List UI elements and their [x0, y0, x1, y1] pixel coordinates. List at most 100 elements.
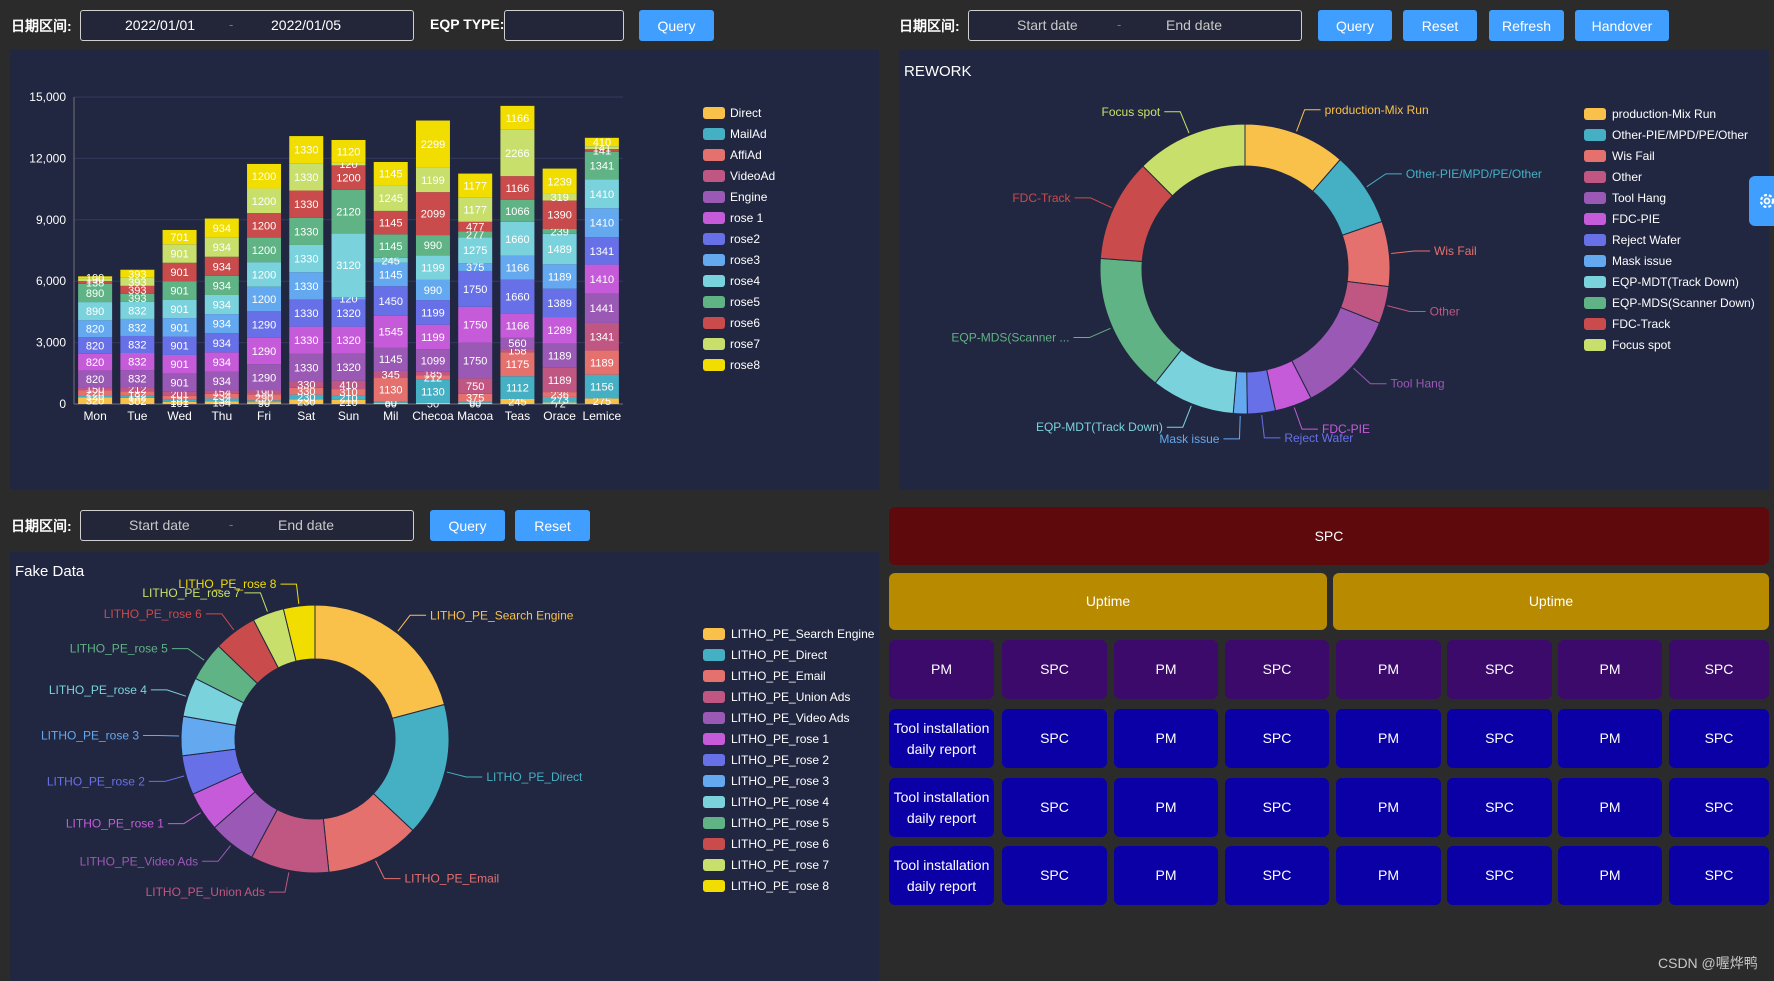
label-line — [1074, 197, 1112, 208]
pm-tile[interactable]: PM — [1114, 640, 1218, 699]
date-range-label-fake: 日期区间: — [11, 518, 72, 534]
legend-label: LITHO_PE_rose 8 — [731, 879, 829, 893]
spc-tile[interactable]: SPC — [1225, 709, 1329, 768]
spc-tile[interactable]: SPC — [1669, 709, 1769, 768]
bar-segment — [542, 343, 577, 368]
pm-tile[interactable]: PM — [1114, 709, 1218, 768]
spc-tile[interactable]: SPC — [1002, 709, 1107, 768]
tool-installation-report-tile[interactable]: Tool installation daily report — [889, 778, 994, 837]
data-label: 1389 — [547, 298, 571, 310]
pm-tile[interactable]: PM — [1558, 778, 1662, 837]
end-date-placeholder[interactable]: End date — [1166, 17, 1223, 33]
bar-segment — [542, 367, 577, 393]
bar-segment — [500, 199, 535, 222]
bar-segment — [78, 370, 113, 388]
spc-tile[interactable]: SPC — [1447, 640, 1552, 699]
handover-button[interactable]: Handover — [1575, 10, 1669, 41]
bar-segment — [162, 401, 197, 404]
data-label: 901 — [170, 249, 188, 261]
spc-tile[interactable]: SPC — [1669, 778, 1769, 837]
date-range-picker-rework[interactable]: Start date - End date — [968, 10, 1302, 41]
data-label: 1166 — [506, 113, 530, 125]
pm-tile[interactable]: PM — [1114, 778, 1218, 837]
pm-tile[interactable]: PM — [1558, 846, 1662, 905]
spc-tile[interactable]: SPC — [1225, 778, 1329, 837]
bar-segment — [542, 264, 577, 289]
end-date-placeholder[interactable]: End date — [278, 517, 335, 533]
spc-tile[interactable]: SPC — [1002, 778, 1107, 837]
data-label: 934 — [213, 223, 231, 235]
data-label: 1066 — [505, 206, 529, 218]
label-line — [1366, 173, 1402, 188]
spc-tile[interactable]: SPC — [1447, 846, 1552, 905]
settings-tab[interactable] — [1749, 176, 1774, 226]
data-label: 1177 — [463, 181, 487, 193]
spc-tile[interactable]: SPC — [1225, 846, 1329, 905]
data-label: 1200 — [252, 269, 276, 281]
pm-tile[interactable]: PM — [1336, 778, 1441, 837]
query-button[interactable]: Query — [639, 10, 714, 41]
bar-segment — [120, 352, 155, 371]
reset-button-fake[interactable]: Reset — [515, 510, 590, 541]
bar-segment — [247, 237, 282, 263]
bar-segment — [542, 392, 577, 397]
bar-segment — [120, 285, 155, 294]
spc-tile[interactable]: SPC — [1002, 846, 1107, 905]
legend-label: rose5 — [730, 295, 760, 309]
pm-tile[interactable]: PM — [1336, 640, 1441, 699]
spc-banner-tile[interactable]: SPC — [889, 507, 1769, 565]
x-tick-label: Lemice — [583, 409, 622, 423]
start-date-placeholder[interactable]: Start date — [129, 517, 190, 533]
eqp-type-input[interactable] — [504, 10, 624, 41]
date-range-picker[interactable]: 2022/01/01 - 2022/01/05 — [80, 10, 414, 41]
data-label: 1341 — [590, 332, 614, 344]
spc-tile[interactable]: SPC — [1447, 778, 1552, 837]
bar-segment — [289, 272, 324, 300]
pm-tile[interactable]: PM — [1558, 709, 1662, 768]
y-tick-label: 3,000 — [36, 336, 66, 350]
label-line — [1223, 415, 1241, 440]
spc-tile[interactable]: SPC — [1669, 846, 1769, 905]
pm-tile[interactable]: PM — [1336, 709, 1441, 768]
data-label: 934 — [213, 357, 231, 369]
bar-segment — [331, 165, 366, 190]
uptime-tile[interactable]: Uptime — [1333, 573, 1769, 630]
bar-segment — [458, 402, 493, 404]
tool-installation-report-tile[interactable]: Tool installation daily report — [889, 846, 994, 905]
data-label: 1489 — [547, 244, 571, 256]
uptime-tile[interactable]: Uptime — [889, 573, 1327, 630]
pm-tile[interactable]: PM — [1114, 846, 1218, 905]
y-tick-label: 0 — [59, 397, 66, 411]
refresh-button[interactable]: Refresh — [1489, 10, 1564, 41]
legend-swatch — [1584, 234, 1606, 246]
reset-button-rework[interactable]: Reset — [1403, 10, 1477, 41]
tool-installation-report-tile[interactable]: Tool installation daily report — [889, 709, 994, 768]
pm-tile[interactable]: PM — [889, 640, 994, 699]
data-label: 393 — [128, 293, 146, 305]
start-date-value[interactable]: 2022/01/01 — [125, 17, 196, 33]
spc-tile[interactable]: SPC — [1669, 640, 1769, 699]
spc-tile[interactable]: SPC — [1447, 709, 1552, 768]
end-date-value[interactable]: 2022/01/05 — [271, 17, 342, 33]
date-range-picker-fake[interactable]: Start date - End date — [80, 510, 414, 541]
spc-tile[interactable]: SPC — [1002, 640, 1107, 699]
fake-data-panel: Fake Data LITHO_PE_Search Engine LITHO_PE… — [10, 552, 879, 981]
data-label: 1290 — [252, 319, 276, 331]
data-label: 901 — [170, 267, 188, 279]
legend-label: FDC-PIE — [1612, 212, 1660, 226]
data-label: 212 — [424, 373, 442, 385]
fake-data-title: Fake Data — [15, 563, 85, 580]
slice-label: LITHO_PE_Video Ads — [80, 854, 199, 868]
data-label: 2299 — [421, 139, 445, 151]
query-button-rework[interactable]: Query — [1318, 10, 1392, 41]
start-date-placeholder[interactable]: Start date — [1017, 17, 1078, 33]
bar-segment — [331, 353, 366, 381]
bar-segment — [162, 229, 197, 245]
legend-label: AffiAd — [730, 148, 762, 162]
bar-segment — [120, 318, 155, 336]
pm-tile[interactable]: PM — [1558, 640, 1662, 699]
query-button-fake[interactable]: Query — [430, 510, 505, 541]
spc-tile[interactable]: SPC — [1225, 640, 1329, 699]
bar-segment — [247, 402, 282, 404]
pm-tile[interactable]: PM — [1336, 846, 1441, 905]
